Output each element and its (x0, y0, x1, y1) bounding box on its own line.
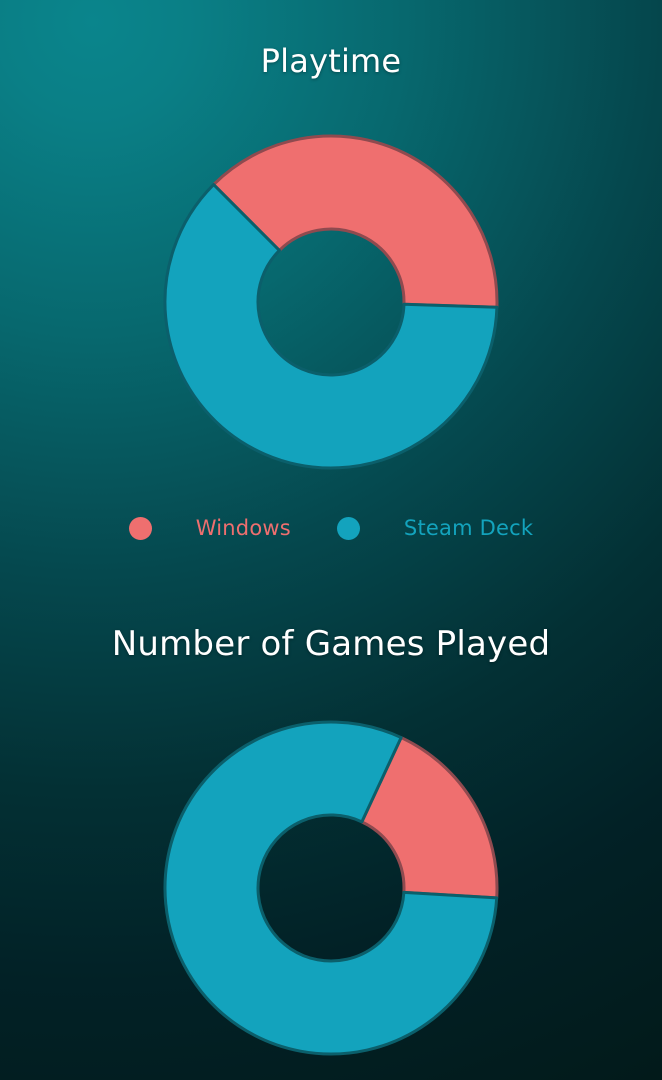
games-played-chart-title: Number of Games Played (111, 624, 551, 664)
legend-item-steam-deck[interactable]: Steam Deck (336, 516, 534, 540)
games-played-donut-chart (0, 690, 662, 1080)
games-played-donut-svg (163, 720, 499, 1056)
legend-item-windows[interactable]: Windows (128, 516, 291, 540)
legend-dot-windows-icon (128, 516, 152, 540)
chart-legend: Windows Steam Deck (0, 516, 662, 540)
donut-slice-steam-deck[interactable] (163, 183, 499, 470)
legend-label-windows: Windows (195, 516, 291, 540)
playtime-donut-svg (163, 134, 499, 470)
legend-label-steam-deck: Steam Deck (403, 516, 534, 540)
playtime-donut-chart (0, 0, 662, 534)
donut-slice-windows[interactable] (212, 134, 499, 309)
donut-slice-windows[interactable] (360, 736, 499, 900)
legend-dot-steam-deck-icon (336, 516, 360, 540)
donut-slice-steam-deck[interactable] (163, 720, 499, 1056)
playtime-chart-title: Playtime (260, 42, 402, 80)
